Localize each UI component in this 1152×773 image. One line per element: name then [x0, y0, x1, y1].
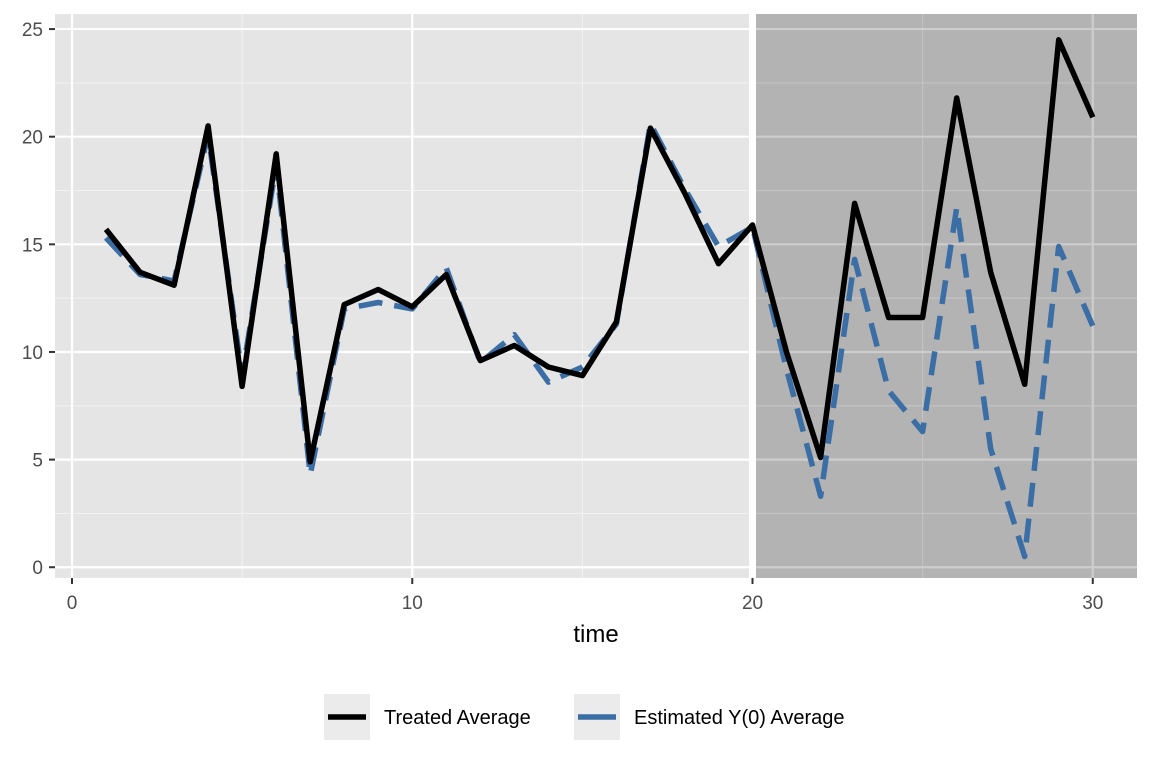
x-tick-label: 30 — [1082, 593, 1103, 614]
axes: 0 5 10 15 20 25 0 10 20 30 — [22, 20, 1103, 614]
x-axis-title: time — [573, 621, 618, 648]
x-tick-label: 20 — [742, 593, 763, 614]
y-tick-label: 0 — [32, 558, 43, 579]
legend-item-estimated-y-0-average: Estimated Y(0) Average — [574, 694, 845, 740]
x-tick-label: 10 — [402, 593, 423, 614]
grid-lines — [55, 14, 1137, 578]
plot-panel — [55, 14, 1137, 578]
y-tick-label: 10 — [22, 343, 43, 364]
legend-item-treated-average: Treated Average — [324, 694, 531, 740]
y-tick-label: 20 — [22, 128, 43, 149]
x-tick-label: 0 — [67, 593, 78, 614]
series-line-treated-average — [103, 37, 1096, 465]
y-tick-label: 25 — [22, 20, 43, 41]
legend: Treated Average Estimated Y(0) Average — [324, 694, 845, 740]
legend-label: Estimated Y(0) Average — [634, 707, 845, 729]
y-tick-label: 15 — [22, 235, 43, 256]
series-lines — [103, 37, 1096, 560]
y-tick-label: 5 — [32, 451, 43, 472]
legend-label: Treated Average — [384, 707, 531, 729]
